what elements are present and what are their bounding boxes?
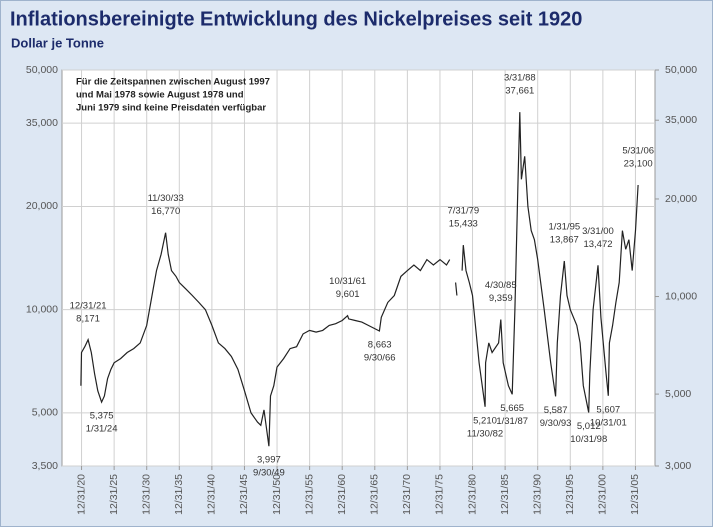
annotation-date: 9/30/49 — [253, 468, 285, 479]
y-tick-label: 35,000 — [26, 117, 58, 129]
note-text: Für die Zeitspannen zwischen August 1997 — [76, 77, 270, 88]
annotation-date: 1/31/87 — [496, 416, 528, 427]
note-text: Juni 1979 sind keine Preisdaten verfügba… — [76, 103, 266, 114]
annotation-value: 8,663 — [368, 340, 392, 351]
annotation-date: 1/31/24 — [86, 424, 118, 435]
x-tick-label: 12/31/80 — [466, 474, 478, 515]
series — [80, 112, 639, 447]
annotation-value: 5,607 — [596, 404, 620, 415]
x-tick-label: 12/31/25 — [108, 474, 120, 515]
annotation-value: 5,210 — [473, 415, 497, 426]
annotation-value: 16,770 — [151, 206, 180, 217]
annotation-date: 12/31/21 — [70, 300, 107, 311]
annotation-value: 9,601 — [336, 289, 360, 300]
annotation-value: 5,587 — [544, 405, 568, 416]
y-tick-label: 50,000 — [26, 64, 58, 76]
annotation-date: 11/30/33 — [148, 193, 184, 204]
y2-tick-label: 10,000 — [665, 290, 697, 302]
annotation-value: 3,997 — [257, 455, 281, 466]
x-tick-label: 12/31/95 — [564, 474, 576, 515]
y2-tick-label: 5,000 — [665, 388, 691, 400]
annotation-value: 15,433 — [449, 219, 478, 230]
x-tick-label: 12/31/05 — [629, 474, 641, 515]
annotation-date: 3/31/88 — [504, 73, 536, 84]
annotations: 12/31/21 8,171 11/30/33 16,770 10/31/61 9,601… — [70, 73, 654, 479]
x-tick-label: 12/31/85 — [499, 474, 511, 515]
annotation-date: 3/31/00 — [582, 226, 614, 237]
y2-tick-label: 20,000 — [665, 193, 697, 205]
x-tick-label: 12/31/50 — [271, 474, 283, 515]
chart-subtitle: Dollar je Tonne — [11, 35, 104, 50]
x-tick-label: 12/31/70 — [401, 474, 413, 515]
grid — [62, 69, 655, 467]
y2-tick-label: 35,000 — [665, 114, 697, 126]
annotation-date: 5/31/06 — [622, 146, 654, 157]
x-tick-label: 12/31/55 — [303, 474, 315, 515]
annotation-date: 10/31/61 — [329, 276, 366, 287]
annotation-value: 5,375 — [90, 411, 114, 422]
x-tick-label: 12/31/40 — [206, 474, 218, 515]
annotation-date: 10/31/01 — [590, 417, 627, 428]
note: Für die Zeitspannen zwischen August 1997… — [76, 77, 270, 114]
price-line — [80, 112, 639, 447]
x-tick-label: 12/31/90 — [531, 474, 543, 515]
x-tick-label: 12/31/20 — [75, 474, 87, 515]
x-tick-label: 12/31/35 — [173, 474, 185, 515]
annotation-value: 9,359 — [489, 293, 513, 304]
annotation-value: 13,472 — [583, 239, 612, 250]
y-tick-label: 10,000 — [26, 303, 58, 315]
plot-area — [61, 69, 656, 467]
y2-tick-label: 50,000 — [665, 64, 697, 76]
ticks: 3,500 5,000 10,000 20,000 35,000 50,000 3,000 5… — [26, 64, 697, 515]
annotation-date: 4/30/85 — [485, 280, 517, 291]
annotation-value: 5,665 — [500, 403, 524, 414]
x-tick-label: 12/31/65 — [369, 474, 381, 515]
x-tick-label: 12/31/30 — [140, 474, 152, 515]
annotation-date: 1/31/95 — [548, 221, 580, 232]
annotation-value: 13,867 — [550, 234, 579, 245]
annotation-date: 9/30/93 — [540, 418, 572, 429]
y-tick-label: 5,000 — [32, 407, 58, 419]
annotation-value: 37,661 — [505, 86, 534, 97]
y-tick-label: 3,500 — [32, 460, 58, 472]
annotation-date: 10/31/98 — [570, 434, 607, 445]
annotation-date: 7/31/79 — [447, 206, 479, 217]
note-text: und Mai 1978 sowie August 1978 und — [76, 90, 244, 101]
x-tick-label: 12/31/60 — [336, 474, 348, 515]
annotation-value: 5,012 — [577, 421, 601, 432]
annotation-value: 23,100 — [624, 159, 653, 170]
y2-tick-label: 3,000 — [665, 460, 691, 472]
annotation-date: 9/30/66 — [364, 353, 396, 364]
annotation-date: 11/30/82 — [467, 428, 503, 439]
x-tick-label: 12/31/45 — [238, 474, 250, 515]
chart-title: Inflationsbereinigte Entwicklung des Nic… — [10, 8, 582, 30]
y-tick-label: 20,000 — [26, 200, 58, 212]
x-tick-label: 12/31/75 — [434, 474, 446, 515]
x-tick-label: 12/31/00 — [597, 474, 609, 515]
annotation-value: 8,171 — [76, 313, 100, 324]
